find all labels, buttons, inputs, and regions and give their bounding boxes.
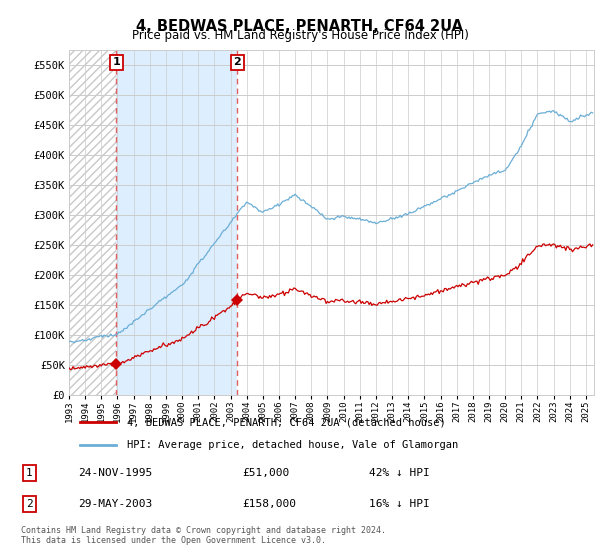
Text: 2: 2 <box>233 58 241 67</box>
Text: 42% ↓ HPI: 42% ↓ HPI <box>369 468 430 478</box>
Text: 4, BEDWAS PLACE, PENARTH, CF64 2UA (detached house): 4, BEDWAS PLACE, PENARTH, CF64 2UA (deta… <box>127 417 445 427</box>
Text: Contains HM Land Registry data © Crown copyright and database right 2024.: Contains HM Land Registry data © Crown c… <box>21 526 386 535</box>
Text: 1: 1 <box>112 58 120 67</box>
Text: 4, BEDWAS PLACE, PENARTH, CF64 2UA: 4, BEDWAS PLACE, PENARTH, CF64 2UA <box>137 19 464 34</box>
Bar <box>69 50 116 395</box>
Text: HPI: Average price, detached house, Vale of Glamorgan: HPI: Average price, detached house, Vale… <box>127 440 458 450</box>
Text: 2: 2 <box>26 500 32 509</box>
Bar <box>237 50 594 395</box>
Text: £51,000: £51,000 <box>242 468 290 478</box>
Text: 16% ↓ HPI: 16% ↓ HPI <box>369 500 430 509</box>
Text: 1: 1 <box>26 468 32 478</box>
Text: This data is licensed under the Open Government Licence v3.0.: This data is licensed under the Open Gov… <box>21 536 326 545</box>
Text: 24-NOV-1995: 24-NOV-1995 <box>78 468 152 478</box>
Text: £158,000: £158,000 <box>242 500 296 509</box>
Bar <box>116 50 237 395</box>
Text: Price paid vs. HM Land Registry's House Price Index (HPI): Price paid vs. HM Land Registry's House … <box>131 29 469 42</box>
Text: 29-MAY-2003: 29-MAY-2003 <box>78 500 152 509</box>
